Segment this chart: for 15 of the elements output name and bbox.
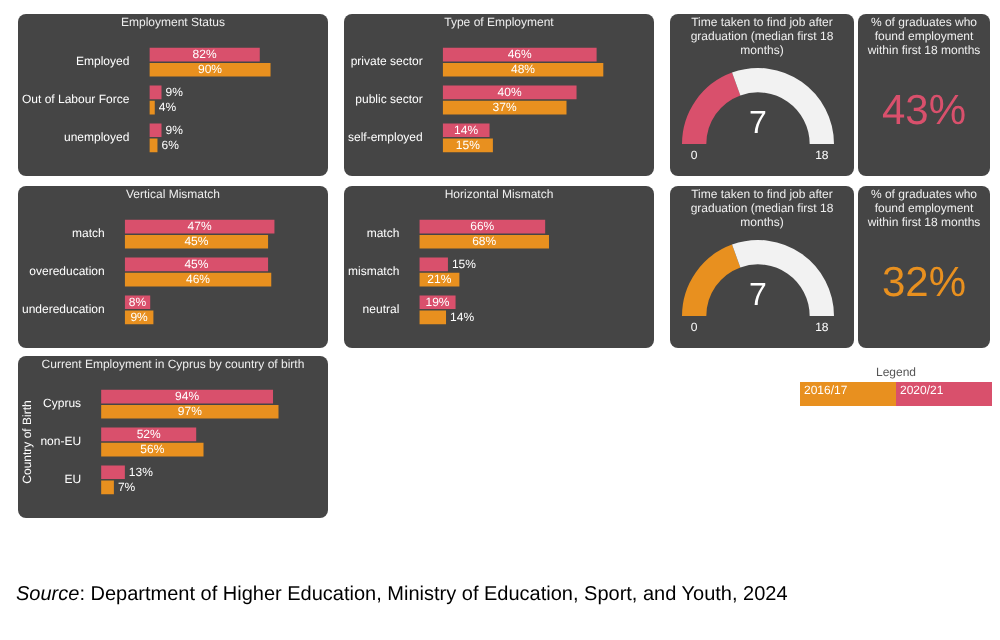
text: 7	[749, 106, 768, 141]
bar	[419, 310, 447, 325]
bar	[149, 123, 162, 138]
source-note: Source: Department of Higher Education, Ministry of Education, Sport, and Youth, 2024	[16, 584, 790, 606]
text: 7	[749, 278, 768, 313]
bar	[419, 234, 549, 249]
bar	[149, 85, 162, 100]
text: 32%	[879, 260, 969, 308]
bar	[419, 257, 448, 272]
bar	[149, 62, 271, 77]
text: 43%	[879, 88, 969, 136]
bar	[101, 404, 279, 419]
bar	[442, 62, 604, 77]
bar	[124, 234, 269, 249]
bar	[101, 465, 125, 480]
